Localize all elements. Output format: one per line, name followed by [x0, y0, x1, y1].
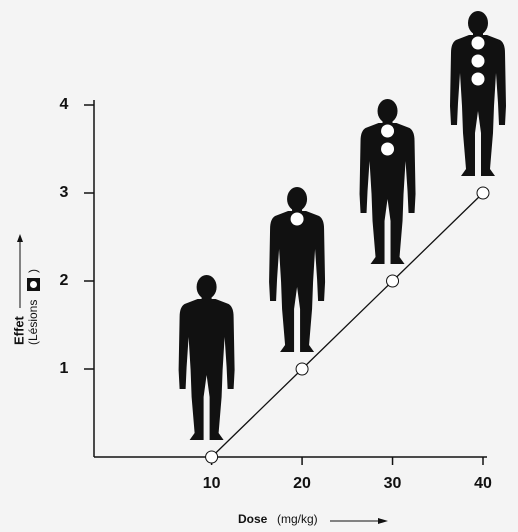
y-tick-label: 2: [60, 272, 69, 289]
x-tick-label: 40: [474, 475, 492, 492]
arrow-head: [17, 234, 23, 242]
lesion-icon-dot: [30, 281, 37, 288]
figure: [359, 99, 416, 264]
silhouette: [178, 275, 235, 440]
point: [205, 450, 219, 464]
point: [476, 186, 490, 200]
x-tick-label: 10: [203, 475, 221, 492]
figure: [269, 187, 326, 352]
axes: [93, 100, 487, 458]
point: [295, 362, 309, 376]
lesion-dot: [381, 124, 395, 138]
y-tick-label: 1: [60, 360, 69, 377]
y-label-note: (Lésions: [26, 300, 40, 345]
silhouette: [450, 11, 506, 176]
x-label: Dose: [238, 512, 268, 526]
y-label-note: ): [26, 269, 40, 273]
point: [386, 274, 400, 288]
x-tick-label: 30: [384, 475, 402, 492]
y-axis-title: Effet (Lésions ): [11, 234, 40, 345]
y-tick-label: 3: [60, 184, 69, 201]
figure: [178, 275, 235, 440]
lesion-dot: [471, 54, 485, 68]
figure: [450, 11, 506, 176]
x-tick-label: 20: [293, 475, 311, 492]
line: [211, 192, 484, 458]
y-label: Effet: [11, 315, 26, 345]
silhouette: [269, 187, 326, 352]
x-label-unit: (mg/kg): [277, 512, 318, 526]
y-tick-label: 4: [60, 96, 69, 113]
lesion-dot: [471, 36, 485, 50]
lesion-dot: [290, 212, 304, 226]
arrow-head: [378, 518, 388, 524]
lesion-dot: [381, 142, 395, 156]
silhouette: [359, 99, 416, 264]
lesion-dot: [471, 72, 485, 86]
